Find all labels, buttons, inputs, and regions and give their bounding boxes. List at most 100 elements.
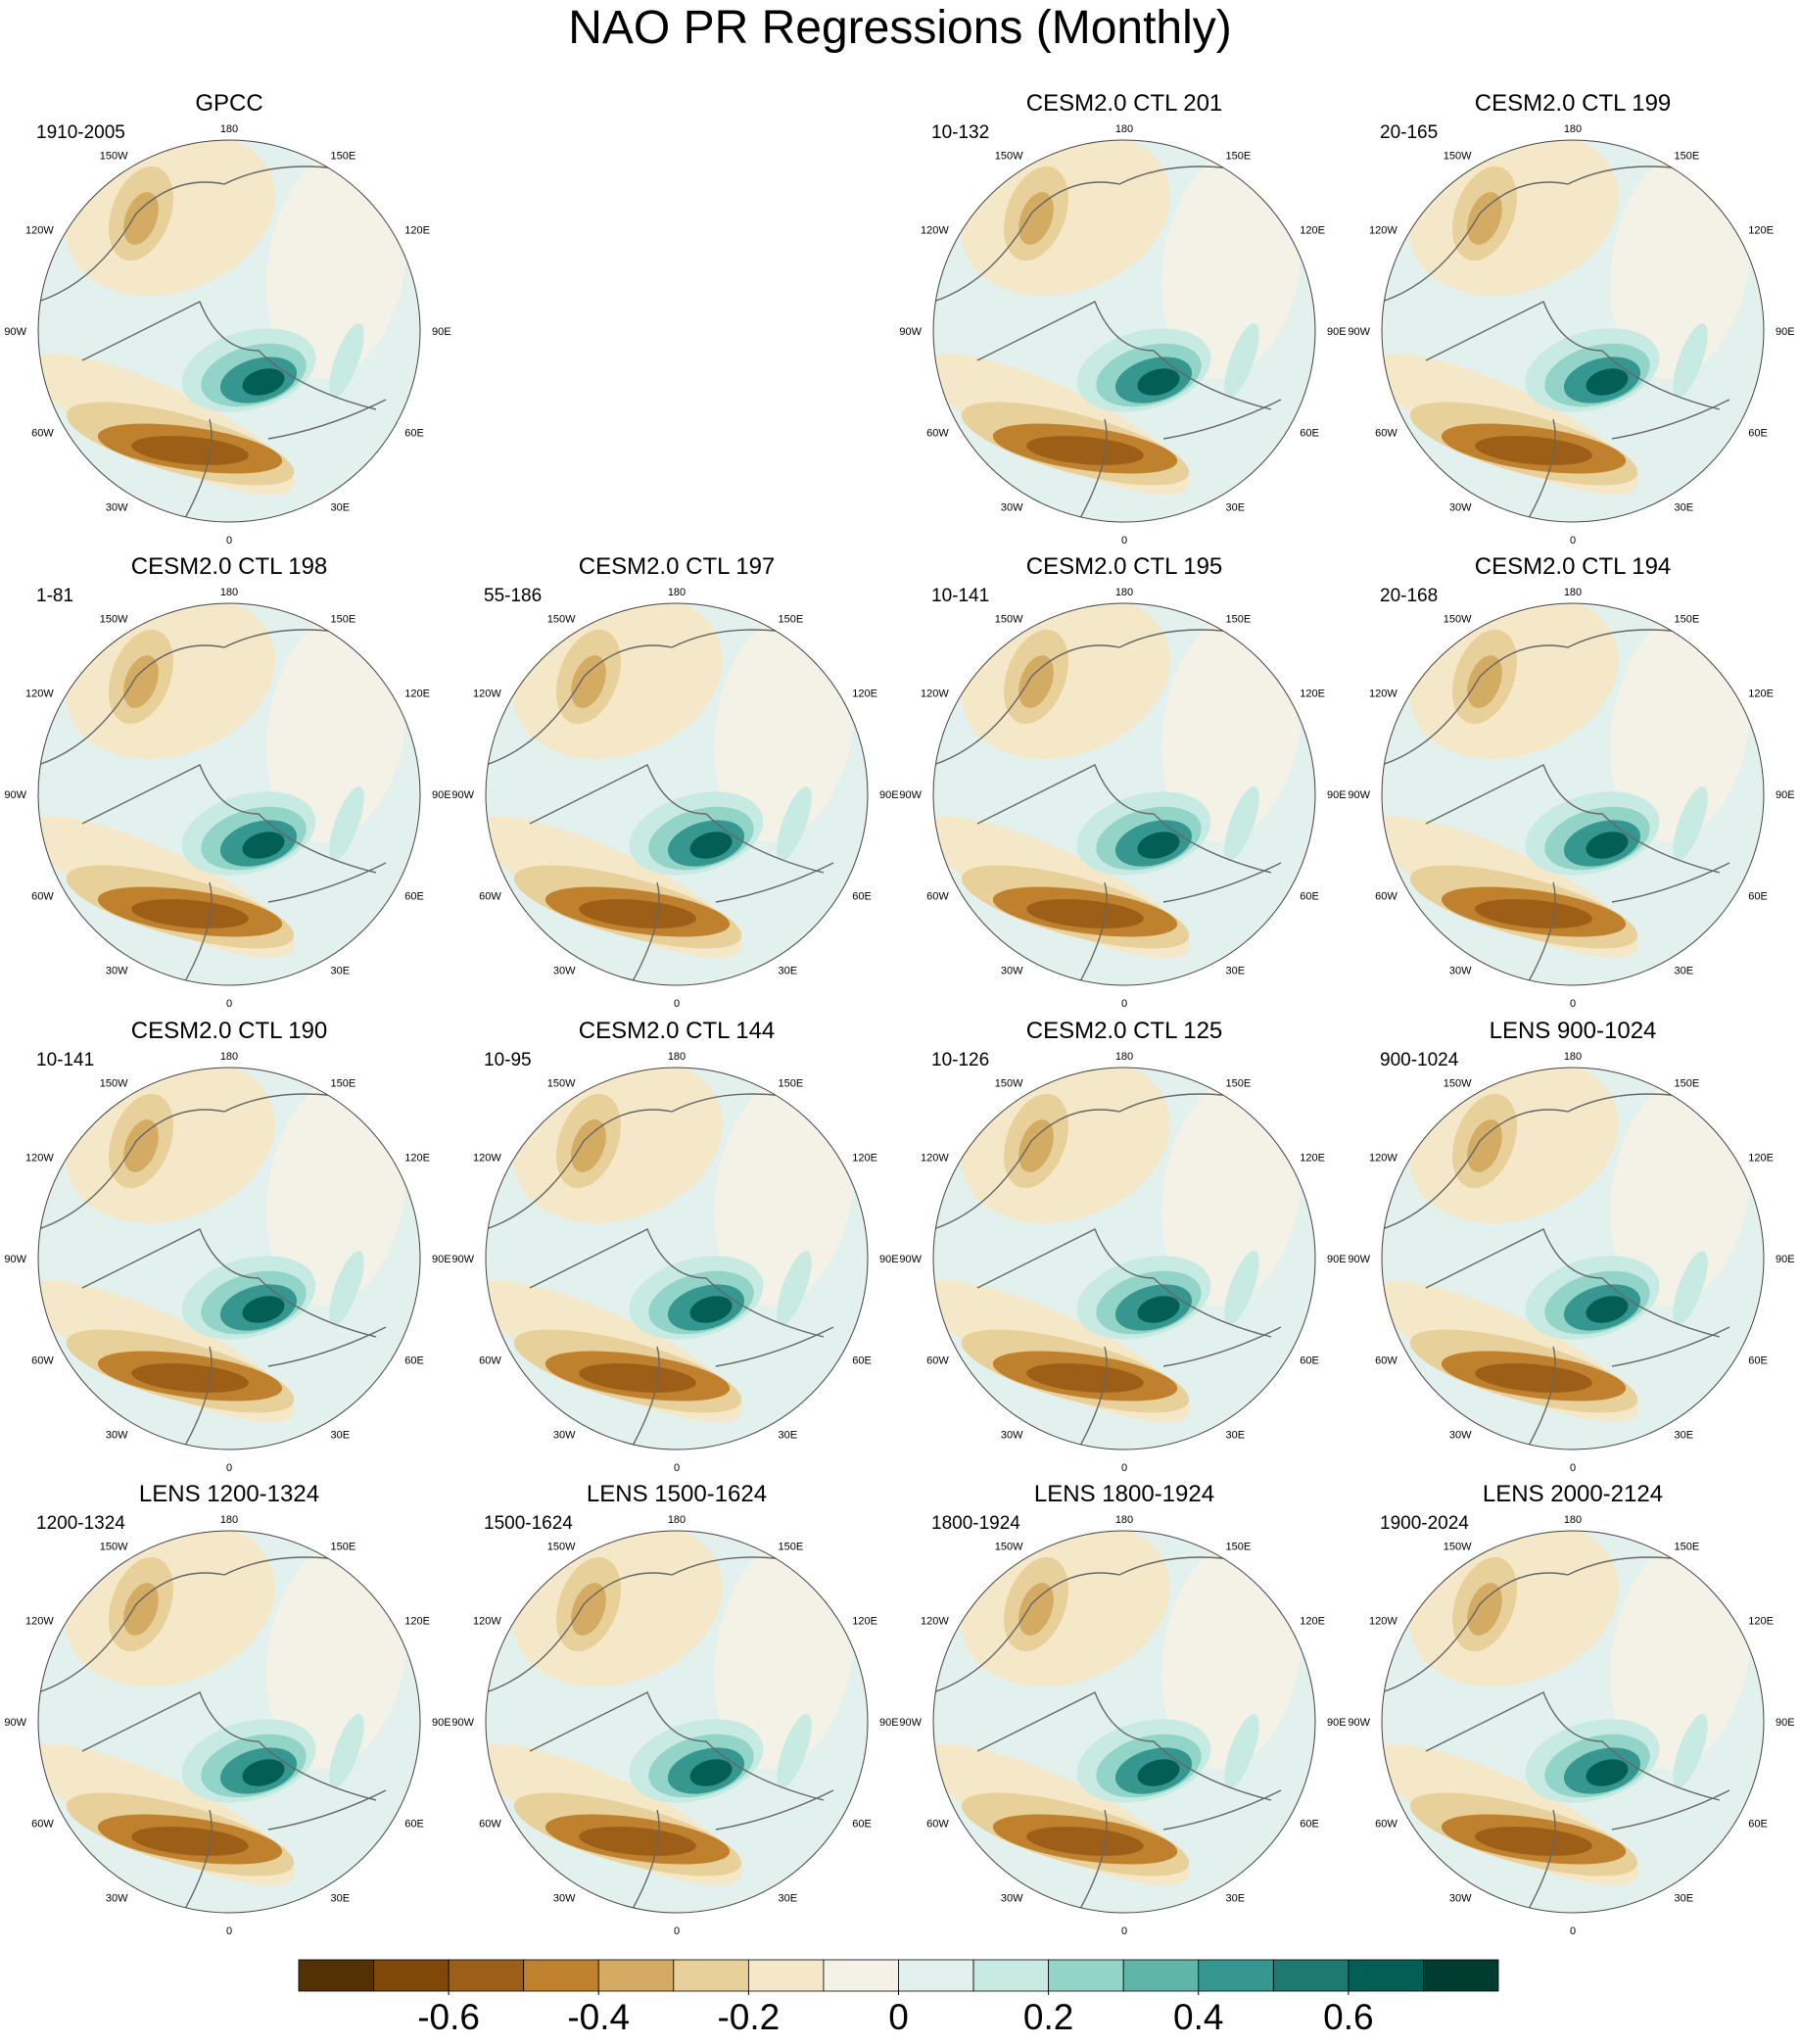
coastline xyxy=(933,1556,1282,1913)
field-contour xyxy=(242,1296,285,1323)
lon-label: 30W xyxy=(1449,965,1472,976)
lon-label: 60E xyxy=(1300,428,1319,440)
lon-label: 150W xyxy=(1444,1078,1472,1090)
lon-label: 90E xyxy=(1776,1254,1795,1265)
field-contour xyxy=(1018,1119,1054,1172)
coastline xyxy=(1382,1556,1730,1913)
field-contour xyxy=(579,1363,696,1393)
lon-label: 90E xyxy=(1776,789,1795,801)
lon-label: 150W xyxy=(547,1542,576,1553)
lon-label: 90E xyxy=(879,1254,899,1265)
field-contour xyxy=(1026,1827,1144,1856)
lon-label: 60E xyxy=(404,1355,424,1367)
lon-label: 30W xyxy=(1001,501,1023,513)
lon-label: 90W xyxy=(4,789,26,801)
map-field xyxy=(486,603,868,985)
lon-label: 0 xyxy=(226,998,232,1010)
lon-label: 30E xyxy=(1675,501,1694,513)
lon-label: 30E xyxy=(1675,1429,1694,1441)
colorbar-tick-label: 0.4 xyxy=(1173,1997,1223,2037)
lon-label: 90W xyxy=(899,1717,922,1729)
coastline xyxy=(38,166,387,522)
lon-label: 30W xyxy=(1449,501,1472,513)
lon-label: 60W xyxy=(31,428,54,440)
lon-label: 90W xyxy=(1348,789,1370,801)
map-field xyxy=(933,1068,1315,1450)
lon-label: 30W xyxy=(1001,965,1023,976)
lon-label: 120E xyxy=(404,1153,430,1165)
field-contour xyxy=(1224,1251,1259,1325)
lon-label: 90W xyxy=(4,326,26,338)
field-contour xyxy=(1673,323,1708,398)
field-contour xyxy=(1475,1363,1592,1393)
lon-label: 120W xyxy=(921,1153,949,1165)
field-contour xyxy=(329,323,364,398)
lon-label: 180 xyxy=(1564,1514,1582,1526)
lon-label: 120E xyxy=(1300,1153,1325,1165)
lon-label: 150W xyxy=(1444,1542,1472,1553)
field-contour xyxy=(1224,1714,1259,1788)
lon-label: 120W xyxy=(25,1616,54,1628)
panel-period: 10-132 xyxy=(931,122,989,143)
lon-label: 30E xyxy=(779,1429,798,1441)
lon-label: 120E xyxy=(1748,1153,1774,1165)
field-contour xyxy=(1475,1827,1592,1856)
lon-label: 0 xyxy=(226,1462,232,1474)
lon-label: 30E xyxy=(1226,1892,1246,1904)
lon-label: 120E xyxy=(1748,689,1774,700)
lon-label: 150E xyxy=(1675,151,1700,163)
field-contour xyxy=(242,368,285,396)
map-field xyxy=(933,603,1315,985)
lon-label: 60E xyxy=(404,428,424,440)
map-border xyxy=(932,1067,1316,1450)
coastline xyxy=(1382,1093,1730,1450)
lon-label: 60W xyxy=(1375,1355,1397,1367)
map-field xyxy=(1382,1531,1764,1913)
coastline xyxy=(933,1093,1282,1450)
lon-label: 0 xyxy=(1570,535,1576,547)
panel-title: LENS 900-1024 xyxy=(1490,1018,1657,1044)
lon-label: 150E xyxy=(331,151,356,163)
lon-label: 60W xyxy=(926,1355,949,1367)
field-contour xyxy=(1137,832,1180,859)
map-field xyxy=(486,1068,868,1450)
lon-label: 90W xyxy=(899,789,922,801)
lon-label: 90W xyxy=(451,1717,474,1729)
map-field xyxy=(1382,1068,1764,1450)
lon-label: 180 xyxy=(668,587,686,598)
panel-period: 1800-1924 xyxy=(931,1513,1020,1534)
field-contour xyxy=(131,436,249,465)
colorbar-box xyxy=(448,1959,525,1992)
lon-label: 150E xyxy=(1226,1078,1252,1090)
map-border xyxy=(37,1067,421,1450)
field-contour xyxy=(571,1583,606,1636)
field-contour xyxy=(1018,655,1054,708)
lon-label: 150W xyxy=(100,1542,128,1553)
field-contour xyxy=(1586,832,1629,859)
colorbar-box xyxy=(673,1959,749,1992)
lon-label: 60E xyxy=(1300,1355,1319,1367)
panel-title: CESM2.0 CTL 201 xyxy=(1026,90,1223,117)
panel-title: CESM2.0 CTL 199 xyxy=(1475,90,1672,117)
field-contour xyxy=(1467,1583,1502,1636)
panel-title: LENS 1800-1924 xyxy=(1034,1481,1214,1507)
lon-label: 180 xyxy=(1115,123,1133,135)
lon-label: 150E xyxy=(779,1542,804,1553)
lon-label: 30W xyxy=(106,965,128,976)
field-contour xyxy=(777,1714,812,1788)
lon-label: 180 xyxy=(1115,1514,1133,1526)
lon-label: 150E xyxy=(331,1542,356,1553)
lon-label: 0 xyxy=(1570,1925,1576,1937)
field-contour xyxy=(1586,1296,1629,1323)
field-contour xyxy=(123,655,159,708)
lon-label: 30W xyxy=(1449,1429,1472,1441)
lon-label: 90E xyxy=(432,1717,451,1729)
map-border xyxy=(485,602,869,986)
field-contour xyxy=(1026,1363,1144,1393)
field-contour xyxy=(329,786,364,861)
lon-label: 150E xyxy=(1675,1542,1700,1553)
lon-label: 0 xyxy=(1121,535,1127,547)
panel-title: LENS 1200-1324 xyxy=(139,1481,319,1507)
colorbar-box xyxy=(1272,1959,1350,1992)
lon-label: 0 xyxy=(674,998,680,1010)
